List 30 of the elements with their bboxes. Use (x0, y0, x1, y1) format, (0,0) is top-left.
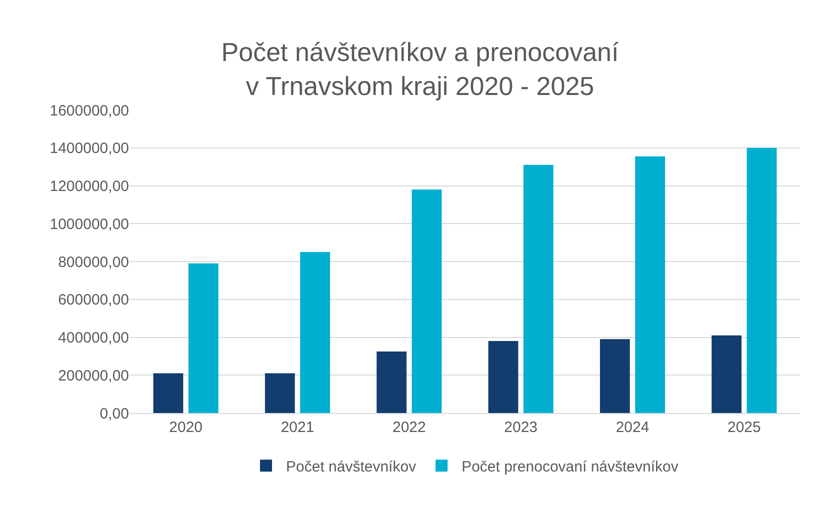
y-tick-label: 1400000,00 (50, 140, 129, 158)
y-tick-label: 600000,00 (58, 292, 129, 309)
x-tick-label: 2022 (392, 419, 426, 436)
bar (300, 252, 330, 413)
bar (153, 373, 184, 413)
legend-label: Počet návštevníkov (286, 458, 417, 476)
bar (712, 335, 742, 413)
x-tick-label: 2021 (280, 419, 314, 436)
y-tick-label: 800000,00 (58, 254, 129, 271)
x-tick-label: 2023 (504, 419, 538, 436)
y-tick-label: 200000,00 (58, 367, 129, 384)
y-tick-label: 0,00 (100, 405, 129, 422)
bar (264, 373, 295, 413)
bar (523, 164, 554, 413)
bar (188, 263, 218, 413)
y-tick-label: 1600000,00 (50, 102, 129, 120)
x-tick-label: 2020 (169, 419, 203, 436)
bar (746, 148, 777, 413)
bar (412, 190, 442, 413)
x-tick-label: 2025 (727, 419, 761, 436)
y-tick-label: 1000000,00 (50, 216, 129, 233)
bar (635, 156, 666, 413)
x-tick-label: 2024 (616, 419, 650, 436)
y-tick-label: 400000,00 (58, 330, 129, 346)
y-tick-label: 1200000,00 (50, 178, 129, 195)
bar (376, 351, 407, 413)
bar (488, 341, 518, 413)
legend-label: Počet prenocovaní návštevníkov (462, 458, 679, 476)
chart-title: Počet návštevníkov a prenocovaní v Trnavskom kraji 2020 - 2025 (221, 36, 620, 101)
bar (600, 339, 630, 413)
